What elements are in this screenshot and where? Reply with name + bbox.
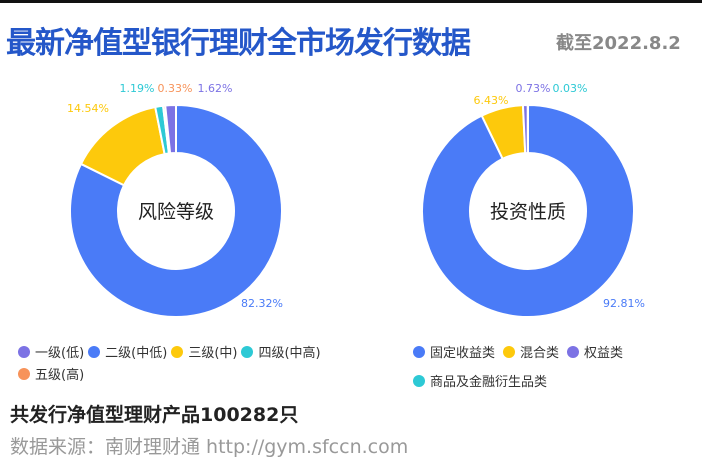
top-bar [0,0,702,3]
legend-risk-2: 五级(高) [18,364,84,383]
total-count: 共发行净值型理财产品100282只 [10,404,299,426]
slice-label: 14.54% [67,102,109,115]
legend-type-2: 商品及金融衍生品类 [413,371,547,390]
pie-slice[interactable] [421,103,635,318]
center-label: 风险等级 [138,201,214,223]
data-source: 数据来源：南财理财通 http://gym.sfccn.com [10,436,409,458]
pie-slice[interactable] [69,103,283,318]
slice-label: 1.19% [120,82,155,95]
slice-label: 6.43% [474,94,509,107]
legend-dot [18,345,30,358]
center-label: 投资性质 [490,201,566,223]
legend-label[interactable]: 商品及金融衍生品类 [430,375,548,390]
legend-label[interactable]: 一级(低) [35,346,85,361]
slice-label: 1.62% [198,82,233,95]
legend-type: 固定收益类 混合类 权益类 [413,342,623,361]
legend-dot [171,345,184,358]
page-title: 最新净值型银行理财全市场发行数据 [6,26,471,61]
legend-label[interactable]: 固定收益类 [430,346,496,361]
pie-slice[interactable] [164,103,177,155]
legend-dot [503,345,516,358]
legend-dot [241,345,254,358]
legend-label[interactable]: 权益类 [584,346,624,361]
slice-label: 92.81% [603,297,645,310]
legend-risk: 一级(低) 二级(中低) 三级(中) 四级(中高) [18,342,321,361]
legend-dot [413,374,425,387]
legend-label[interactable]: 二级(中低) [105,346,168,361]
legend-label[interactable]: 三级(中) [188,346,238,361]
slice-label: 0.33% [158,82,193,95]
slice-label: 0.73% [516,82,551,95]
legend-dot [18,367,30,380]
date-label: 截至2022.8.2 [556,33,681,54]
slice-label: 0.03% [553,82,588,95]
legend-dot [413,345,425,358]
legend-label[interactable]: 四级(中高) [258,346,321,361]
legend-label[interactable]: 五级(高) [35,368,85,383]
slice-label: 82.32% [241,297,283,310]
legend-label[interactable]: 混合类 [520,346,560,361]
legend-dot [567,345,580,358]
legend-dot [88,345,101,358]
